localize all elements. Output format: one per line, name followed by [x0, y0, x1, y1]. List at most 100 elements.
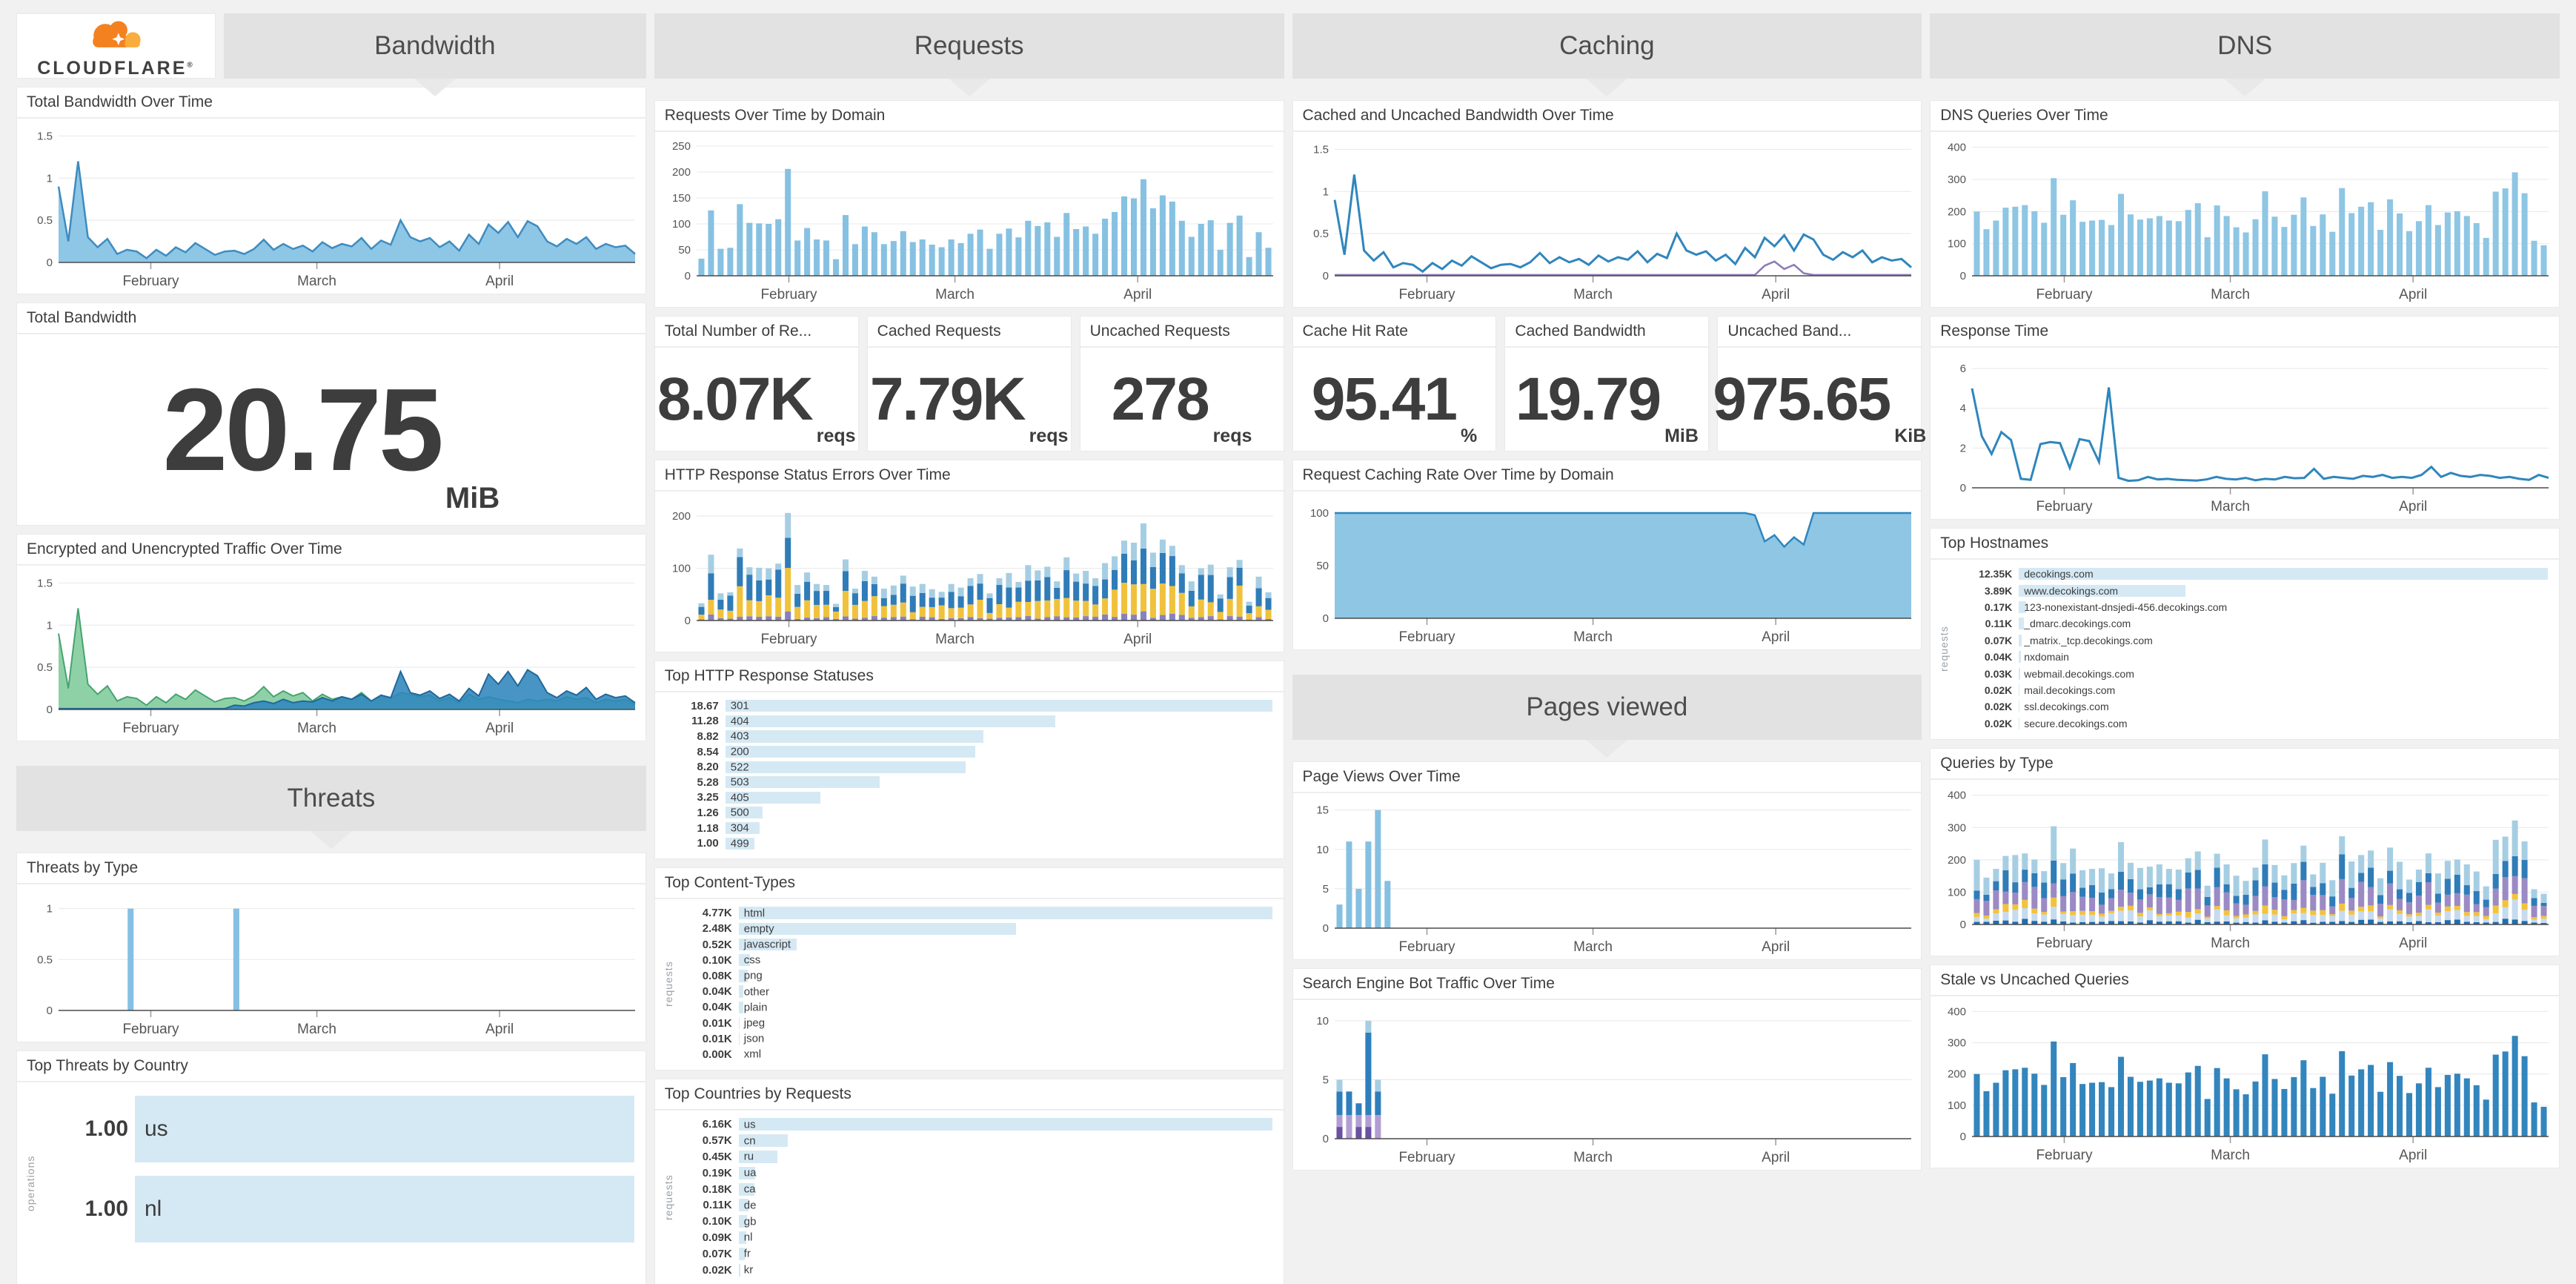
svg-text:50: 50	[678, 244, 691, 257]
dns-queries-bar-chart[interactable]: 0 100 200 300 400 February March April	[1931, 132, 2559, 307]
requests-bar-chart[interactable]: 0 50 100 150 200 250 February March April	[655, 132, 1284, 307]
list-value: 8.20	[697, 761, 719, 774]
list-row[interactable]: 1.00 499	[664, 835, 1272, 851]
list-row[interactable]: 0.52K javascript	[677, 936, 1272, 952]
list-row[interactable]: 3.25 405	[664, 790, 1272, 806]
list-row[interactable]: 18.67 301	[664, 698, 1272, 714]
list-label: 405	[730, 791, 749, 804]
total-bandwidth-area-chart[interactable]: 0 0.5 1 1.5 February March April	[17, 119, 645, 294]
list-row[interactable]: 0.04K other	[677, 984, 1272, 999]
list-row[interactable]: 0.17K 123-nonexistant-dnsjedi-456.decokin…	[1953, 599, 2548, 615]
list-row[interactable]: 0.45K ru	[677, 1149, 1272, 1165]
caching-rate-area-chart[interactable]: 0 50 100 February March April	[1293, 492, 1922, 649]
list-row[interactable]: 0.02K mail.decokings.com	[1953, 682, 2548, 698]
list-label: xml	[743, 1048, 762, 1061]
http-errors-stacked-chart[interactable]: 0 100 200 February March April	[655, 492, 1284, 652]
list-bar	[738, 985, 743, 998]
list-label: json	[743, 1032, 765, 1045]
list-bar	[2019, 601, 2027, 614]
list-row[interactable]: 0.08K png	[677, 968, 1272, 984]
list-row[interactable]: 0.01K jpeg	[677, 1015, 1272, 1030]
top-countries-list: requests 6.16K us 0.57K cn 0.45K ru 0.19K ua 0.18…	[655, 1111, 1284, 1284]
list-bar	[738, 1032, 740, 1045]
svg-text:10: 10	[1316, 844, 1329, 856]
threats-by-type-bar-chart[interactable]: 0 0.5 1 February March April	[17, 884, 645, 1042]
list-row[interactable]: 0.04K nxdomain	[1953, 649, 2548, 665]
svg-text:0.5: 0.5	[37, 953, 53, 966]
panel-title: Top HTTP Response Statuses	[654, 661, 1284, 692]
list-row[interactable]: 6.16K us	[677, 1116, 1272, 1133]
svg-text:March: March	[935, 632, 975, 647]
section-title: Caching	[1559, 31, 1655, 60]
list-label: nxdomain	[2024, 651, 2069, 663]
panel-title: Response Time	[1931, 317, 2559, 348]
cached-uncached-line-chart[interactable]: 0 0.5 1 1.5 February March April	[1293, 132, 1922, 307]
svg-text:100: 100	[1948, 886, 1966, 899]
svg-text:February: February	[1398, 939, 1455, 955]
svg-text:1: 1	[47, 619, 53, 632]
column-caching: Caching Cached and Uncached Bandwidth Ov…	[1292, 13, 1926, 1284]
list-row[interactable]: 8.54 200	[664, 744, 1272, 760]
list-row[interactable]: 0.09K nl	[677, 1230, 1272, 1246]
svg-text:March: March	[2211, 936, 2250, 951]
queries-by-type-stacked-chart[interactable]: 0 100 200 300 400 February March April	[1931, 780, 2559, 956]
list-bar	[725, 822, 760, 835]
list-row[interactable]: 0.02K kr	[677, 1262, 1272, 1278]
list-label: 503	[730, 775, 749, 789]
list-row[interactable]: 4.77K html	[677, 905, 1272, 921]
list-row[interactable]: 0.04K plain	[677, 999, 1272, 1015]
svg-text:April: April	[2399, 499, 2427, 514]
list-row[interactable]: 0.18K ca	[677, 1181, 1272, 1197]
list-row[interactable]: 0.07K fr	[677, 1245, 1272, 1262]
response-time-line-chart[interactable]: 0 2 4 6 February March April	[1931, 348, 2559, 519]
list-row[interactable]: 0.02K secure.decokings.com	[1953, 715, 2548, 732]
list-row[interactable]: 3.89K www.decokings.com	[1953, 582, 2548, 598]
svg-text:April: April	[2399, 1148, 2427, 1163]
list-value: 1.00	[697, 837, 719, 850]
list-row[interactable]: 0.57K cn	[677, 1133, 1272, 1149]
list-row[interactable]: 1.18 304	[664, 821, 1272, 836]
list-row[interactable]: 2.48K empty	[677, 921, 1272, 936]
list-row[interactable]: 0.11K _dmarc.decokings.com	[1953, 615, 2548, 632]
list-row[interactable]: 0.01K json	[677, 1031, 1272, 1047]
svg-text:February: February	[2036, 1148, 2094, 1163]
list-label: mail.decokings.com	[2024, 684, 2116, 697]
bot-traffic-stacked-chart[interactable]: 0 5 10 February March April	[1293, 1000, 1922, 1170]
list-row[interactable]: 0.11K de	[677, 1197, 1272, 1214]
svg-text:April: April	[485, 721, 514, 736]
list-row[interactable]: 0.07K _matrix._tcp.decokings.com	[1953, 632, 2548, 649]
list-row[interactable]: 5.28 503	[664, 775, 1272, 790]
stat-value: 95.41	[1311, 365, 1458, 433]
list-row[interactable]: 0.00K xml	[677, 1047, 1272, 1062]
list-label: css	[743, 953, 761, 967]
list-row[interactable]: 11.28 404	[664, 714, 1272, 729]
svg-text:2: 2	[1960, 442, 1966, 454]
list-row[interactable]: 0.02K ssl.decokings.com	[1953, 698, 2548, 715]
list-bar	[738, 1016, 740, 1030]
list-row[interactable]: 0.10K gb	[677, 1214, 1272, 1230]
list-row[interactable]: 1.00 nl	[39, 1176, 634, 1242]
list-value: 0.04K	[1984, 651, 2013, 663]
encrypted-traffic-area-chart[interactable]: 0 0.5 1 1.5 February March April	[17, 566, 645, 741]
list-row[interactable]: 8.82 403	[664, 729, 1272, 744]
list-row[interactable]: 12.35K decokings.com	[1953, 566, 2548, 582]
svg-text:April: April	[2399, 287, 2427, 302]
list-label: 200	[730, 745, 749, 758]
column-dns: DNS DNS Queries Over Time 0 100 200 300 400 F…	[1930, 13, 2560, 1284]
svg-text:0: 0	[684, 270, 690, 282]
list-row[interactable]: 1.00 us	[39, 1096, 634, 1162]
list-value: 0.11K	[703, 1199, 732, 1212]
list-value: 6.16K	[702, 1118, 732, 1131]
svg-text:February: February	[760, 632, 817, 647]
section-title: DNS	[2217, 31, 2273, 60]
stale-uncached-bar-chart[interactable]: 0 100 200 300 400 February March April	[1931, 996, 2559, 1168]
list-row[interactable]: 8.20 522	[664, 759, 1272, 775]
list-bar	[738, 1134, 789, 1148]
list-row[interactable]: 0.03K webmail.decokings.com	[1953, 665, 2548, 681]
svg-text:February: February	[2036, 287, 2094, 302]
page-views-bar-chart[interactable]: 0 5 10 15 February March April	[1293, 793, 1922, 959]
list-row[interactable]: 0.19K ua	[677, 1165, 1272, 1181]
list-row[interactable]: 1.26 500	[664, 805, 1272, 821]
list-row[interactable]: 0.10K css	[677, 953, 1272, 968]
svg-text:15: 15	[1316, 804, 1329, 817]
